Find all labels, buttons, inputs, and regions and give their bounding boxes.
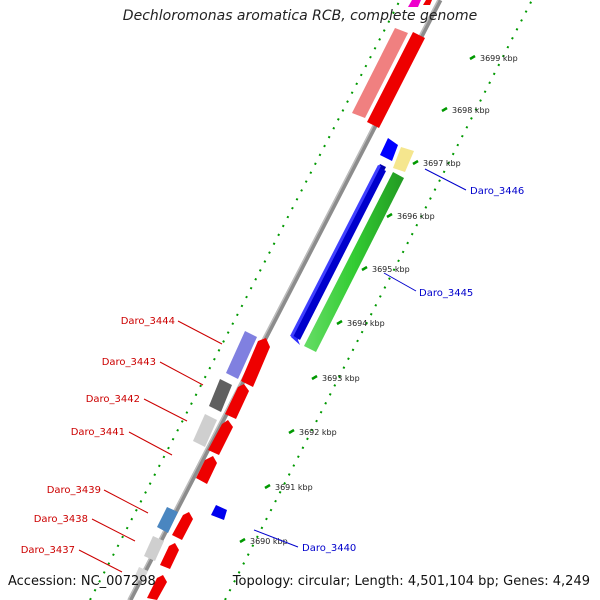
gene-labels: Daro_3446 Daro_3445 Daro_3444 Daro_3443 Daro… [21,168,524,573]
scale-tick-mark [239,537,246,544]
topology-label: Topology: [232,574,294,589]
gene-label-leader-line [78,549,123,573]
gene-top-pink[interactable] [352,28,408,118]
gene-label-daro-3443[interactable]: Daro_3443 [102,357,156,368]
scale-tick-mark [311,374,318,381]
scale-tick-label: 3693 kbp [322,374,360,383]
gene-daro-3440[interactable] [211,505,227,520]
scale-tick-label: 3691 kbp [275,483,313,492]
gene-daro-3438[interactable] [144,536,164,561]
gene-top-red[interactable] [367,32,425,128]
gene-label-leader-line [424,168,467,191]
gene-daro-3442[interactable] [193,414,217,447]
scale-tick-label: 3698 kbp [452,106,490,115]
gene-daro-3445-body[interactable] [292,167,386,340]
scale-tick-label: 3695 kbp [372,265,410,274]
gene-label-leader-line [91,518,136,542]
gene-red-c[interactable] [208,420,233,455]
scale-tick-mark [469,54,476,61]
accession-info: Accession: NC_007298 [8,574,156,589]
gene-daro-3446[interactable] [393,147,414,172]
gene-daro-3443[interactable] [209,379,232,412]
gene-daro-3445-edge [290,165,381,337]
genes-label: Genes: [503,574,549,589]
scale-tick-mark [336,319,343,326]
gene-label-leader-line [143,398,188,422]
scale-tick-label: 3694 kbp [347,319,385,328]
scale-tick-label: 3690 kbp [250,537,288,546]
gene-daro-3439[interactable] [157,507,178,533]
gene-daro-3444[interactable] [226,331,257,379]
gene-label-leader-line [383,272,417,292]
page-title: Dechloromonas aromatica RCB, complete ge… [122,8,478,24]
scale-tick-mark [386,212,393,219]
scale-tick-mark [441,106,448,113]
gene-label-leader-line [159,361,204,386]
scale-tick-label: 3699 kbp [480,54,518,63]
gene-daro-3437[interactable] [134,567,148,582]
gene-label-leader-line [177,320,223,345]
gene-label-daro-3439[interactable]: Daro_3439 [47,485,101,496]
scale-tick-label: 3696 kbp [397,212,435,221]
gene-green-long[interactable] [304,172,404,352]
gene-label-daro-3446[interactable]: Daro_3446 [470,186,524,197]
length-value: 4,501,104 bp [407,574,495,589]
accession-label: Accession: [8,574,77,589]
gene-top-magenta[interactable] [408,0,421,7]
genome-summary: Topology: circular; Length: 4,501,104 bp… [232,574,590,589]
gene-red-e[interactable] [172,512,193,540]
gene-red-d[interactable] [196,456,217,484]
gene-red-g[interactable] [147,575,167,600]
scale-tick-label: 3697 kbp [423,159,461,168]
gene-red-f[interactable] [160,543,179,569]
outer-dotted-ring [89,0,401,600]
accession-value: NC_007298 [80,574,156,589]
gene-label-leader-line [103,489,149,514]
gene-blue-small-top[interactable] [380,138,398,161]
length-label: Length: [354,574,404,589]
inner-dotted-ring [224,0,533,600]
gene-label-daro-3441[interactable]: Daro_3441 [71,427,125,438]
gene-red-b[interactable] [225,384,249,419]
gene-label-daro-3440[interactable]: Daro_3440 [302,543,356,554]
gene-label-leader-line [253,529,299,548]
genes-value: 4,249 [552,574,590,589]
gene-top-magenta-2[interactable] [423,0,432,5]
gene-label-daro-3438[interactable]: Daro_3438 [34,514,88,525]
gene-label-daro-3437[interactable]: Daro_3437 [21,545,75,556]
gene-label-daro-3444[interactable]: Daro_3444 [121,316,175,327]
gene-label-daro-3445[interactable]: Daro_3445 [419,288,473,299]
scale-tick-label: 3692 kbp [299,428,337,437]
gene-red-a[interactable] [241,338,270,387]
scale-tick-mark [361,265,368,272]
scale-tick-mark [264,483,271,490]
topology-value: circular [297,574,346,589]
gene-label-daro-3442[interactable]: Daro_3442 [86,394,140,405]
scale-ticks: 3690 kbp 3691 kbp 3692 kbp 3693 kbp 3694 kbp… [239,54,518,546]
scale-tick-mark [288,428,295,435]
gene-label-leader-line [128,431,173,456]
scale-tick-mark [412,159,419,166]
